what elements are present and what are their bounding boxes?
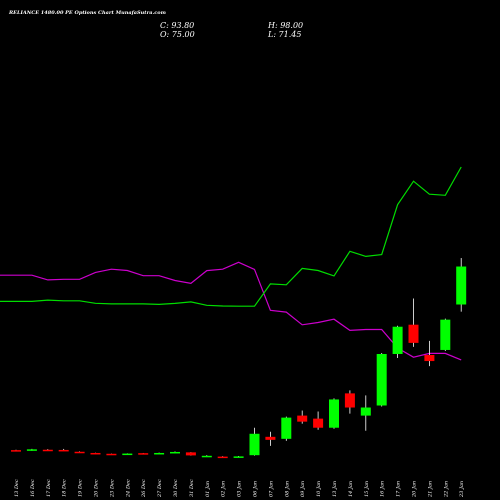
candle: [344, 390, 355, 414]
chart-title: RELIANCE 1480.00 PE Options Chart Munafa…: [9, 10, 166, 16]
x-tick-label: 17 Dec: [46, 479, 52, 497]
candle-body: [26, 449, 37, 451]
x-tick-label: 22 Jan: [443, 481, 449, 498]
candle: [424, 340, 435, 367]
x-tick-label: 21 Jan: [427, 481, 433, 498]
low-value: L: 71.45: [268, 30, 302, 39]
candle: [185, 452, 196, 456]
candle-body: [185, 452, 196, 456]
candles: [11, 258, 467, 459]
x-tick-label: 13 Jan: [332, 481, 338, 497]
candle-body: [42, 449, 53, 452]
candle-body: [408, 324, 419, 343]
candle-body: [74, 451, 85, 454]
candle: [90, 452, 101, 455]
candle-body: [424, 355, 435, 362]
x-tick-label: 20 Jan: [412, 481, 418, 498]
candle: [249, 427, 260, 456]
candle: [138, 452, 149, 455]
open-value: O: 75.00: [160, 30, 195, 39]
x-tick-label: 13 Dec: [14, 479, 20, 497]
candle: [26, 448, 37, 451]
candle: [201, 455, 212, 458]
candle: [440, 318, 451, 351]
candle-body: [344, 393, 355, 408]
candle-body: [360, 407, 371, 416]
high-value: H: 98.00: [268, 21, 304, 30]
candle: [313, 411, 324, 430]
candle-body: [11, 450, 21, 452]
x-tick-label: 26 Dec: [141, 479, 147, 498]
candle: [58, 448, 69, 452]
candle: [456, 258, 467, 312]
candle-body: [90, 452, 101, 455]
candle: [392, 325, 403, 359]
candle-body: [329, 399, 339, 428]
candle: [217, 456, 228, 459]
indicator-lines: [0, 166, 462, 361]
candle-body: [201, 455, 212, 458]
candle: [170, 451, 180, 454]
candle-body: [106, 453, 117, 456]
x-tick-label: 09 Jan: [300, 481, 306, 497]
candle-body: [58, 449, 69, 452]
x-tick-label: 01 Jan: [205, 481, 211, 497]
candle: [122, 453, 133, 456]
candle-body: [265, 436, 276, 440]
x-tick-label: 14 Jan: [348, 481, 354, 497]
candle-body: [217, 456, 228, 459]
x-tick-label: 03 Jan: [237, 481, 243, 497]
x-tick-label: 30 Dec: [173, 479, 179, 497]
green-line: [0, 166, 462, 307]
candle-body: [313, 418, 324, 428]
candle-body: [297, 415, 308, 422]
candle-body: [281, 417, 292, 439]
candle: [329, 398, 339, 429]
candle-body: [456, 266, 467, 305]
candle: [265, 431, 276, 446]
x-tick-label: 16 Dec: [30, 479, 36, 497]
candle: [281, 416, 292, 441]
candle-body: [392, 326, 403, 354]
x-tick-label: 27 Dec: [157, 479, 163, 498]
candle-body: [249, 433, 260, 456]
candle-body: [440, 319, 451, 350]
candle: [360, 395, 371, 431]
candle: [74, 451, 85, 454]
x-tick-label: 17 Jan: [396, 481, 402, 497]
x-tick-label: 19 Dec: [78, 479, 84, 497]
x-tick-label: 08 Jan: [284, 481, 290, 497]
x-tick-label: 24 Dec: [125, 479, 131, 498]
candle-body: [376, 353, 387, 406]
x-tick-label: 23 Dec: [109, 479, 115, 498]
candle-body: [154, 452, 165, 455]
x-tick-label: 23 Jan: [459, 481, 465, 498]
close-value: C: 93.80: [160, 21, 195, 30]
x-tick-label: 20 Dec: [94, 479, 100, 498]
x-tick-label: 18 Dec: [62, 479, 68, 497]
candle: [11, 449, 21, 452]
candle-body: [233, 456, 244, 458]
x-tick-label: 02 Jan: [221, 481, 227, 497]
x-tick-label: 16 Jan: [380, 481, 386, 497]
x-tick-label: 31 Dec: [189, 479, 195, 497]
candle-body: [138, 453, 149, 455]
candle: [154, 452, 165, 455]
candle: [297, 410, 308, 424]
candle-body: [122, 453, 133, 456]
x-axis-ticks: 13 Dec 16 Dec 17 Dec 18 Dec 19 Dec 20 Dec 23 D…: [14, 479, 465, 498]
magenta-line: [0, 261, 462, 361]
candle: [42, 449, 53, 452]
x-tick-label: 10 Jan: [316, 481, 322, 497]
candle: [233, 456, 244, 458]
candle: [408, 298, 419, 347]
candle: [376, 352, 387, 407]
x-tick-label: 07 Jan: [268, 481, 274, 497]
candle-body: [170, 451, 180, 454]
x-tick-label: 06 Jan: [253, 481, 259, 497]
candle: [106, 453, 117, 456]
x-tick-label: 15 Jan: [364, 481, 370, 497]
